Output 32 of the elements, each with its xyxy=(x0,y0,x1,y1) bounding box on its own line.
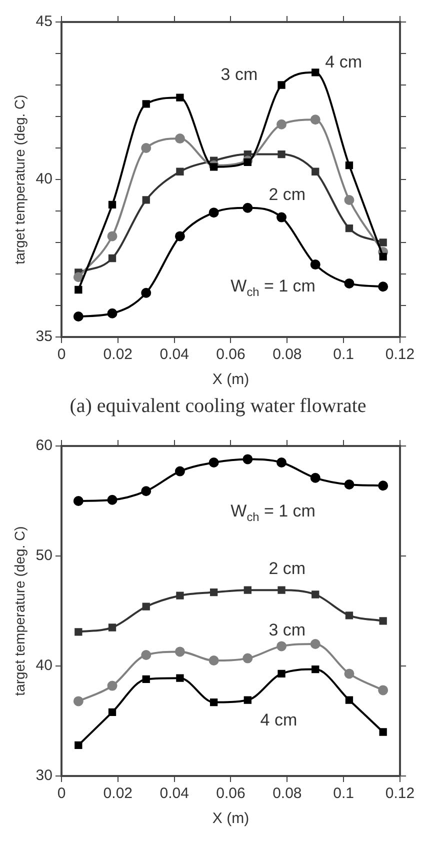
x-tick-label: 0 xyxy=(57,785,66,802)
annotation: 3 cm xyxy=(220,65,258,84)
y-tick-label: 45 xyxy=(36,13,52,30)
y-tick-label: 40 xyxy=(36,170,52,188)
y-tick-label: 35 xyxy=(36,328,52,346)
y-tick-label: 50 xyxy=(36,547,52,564)
annotation: 4 cm xyxy=(325,52,362,72)
y-tick-label: 60 xyxy=(36,437,52,454)
y-tick-label: 30 xyxy=(36,767,52,784)
x-tick-label: 0.1 xyxy=(333,346,354,364)
x-axis-title: X (m) xyxy=(212,810,250,828)
x-tick-label: 0 xyxy=(57,346,66,364)
annotation: 3 cm xyxy=(268,620,306,640)
x-axis-title: X (m) xyxy=(212,371,250,388)
annotation: 4 cm xyxy=(260,710,298,730)
y-tick-label: 40 xyxy=(36,657,52,674)
x-tick-label: 0.02 xyxy=(103,346,133,364)
x-tick-label: 0.04 xyxy=(160,346,189,364)
x-tick-label: 0.12 xyxy=(385,346,415,364)
y-axis-title: target temperature (deg. C) xyxy=(11,94,28,264)
x-tick-label: 0.12 xyxy=(385,785,415,802)
x-tick-label: 0.06 xyxy=(216,785,246,802)
annotation: 2 cm xyxy=(268,558,306,578)
annotation: 2 cm xyxy=(268,184,306,204)
x-tick-label: 0.06 xyxy=(216,346,246,364)
x-tick-label: 0.02 xyxy=(103,785,133,802)
x-tick-label: 0.08 xyxy=(272,346,302,364)
x-tick-label: 0.04 xyxy=(160,785,189,802)
x-tick-label: 0.08 xyxy=(272,785,302,802)
x-tick-label: 0.1 xyxy=(333,785,354,802)
y-axis-title: target temperature (deg. C) xyxy=(11,526,28,696)
text: (a) equivalent cooling water flowrate xyxy=(68,395,368,418)
